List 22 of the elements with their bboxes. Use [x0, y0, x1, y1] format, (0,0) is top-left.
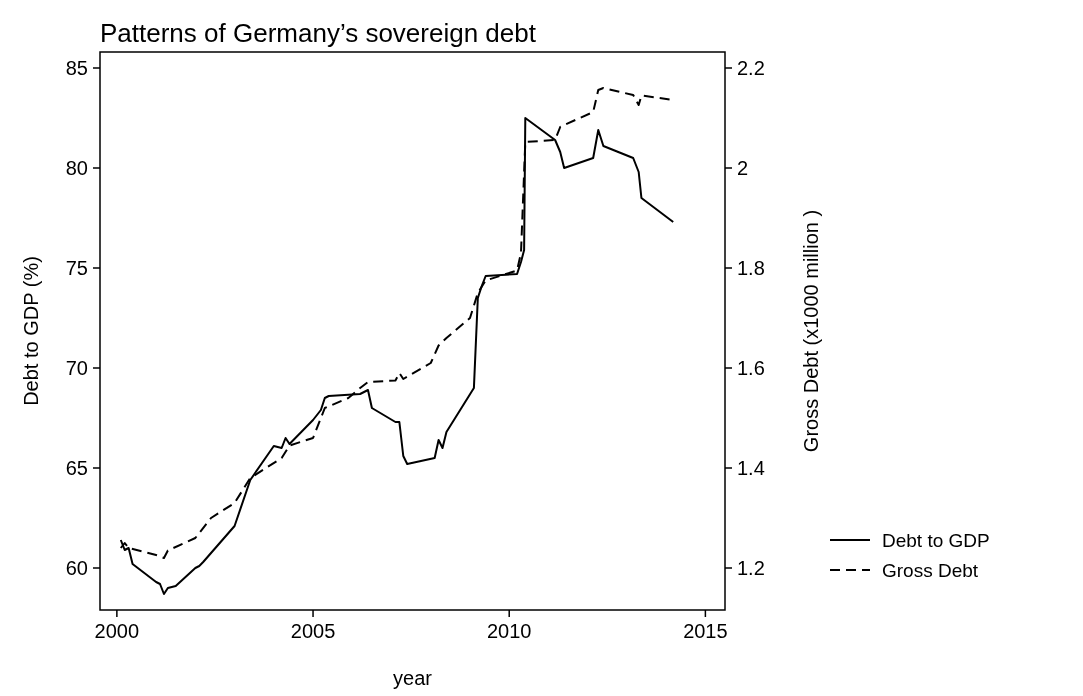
- x-tick-label: 2010: [486, 620, 532, 642]
- y2-tick-label: 2.2: [737, 57, 765, 79]
- y2-tick-label: 2: [737, 157, 749, 179]
- y2-tick-label: 1.2: [737, 557, 765, 579]
- x-tick-label: 2015: [683, 620, 728, 642]
- y2-tick-label: 1.6: [737, 357, 765, 379]
- x-axis-title: year: [393, 667, 433, 689]
- y2-tick-label: 1.8: [737, 257, 765, 279]
- y2-axis-title: Gross Debt (x1000 million ): [800, 209, 822, 453]
- legend-label: Gross Debt: [882, 559, 979, 581]
- y-axis-title: Debt to GDP (%): [20, 256, 42, 406]
- y-tick-label: 70: [65, 357, 88, 379]
- y-tick-label: 85: [65, 57, 88, 79]
- y-tick-label: 80: [65, 157, 88, 179]
- x-tick-label: 2005: [290, 620, 336, 642]
- y-tick-label: 60: [65, 557, 88, 579]
- y-tick-label: 75: [65, 257, 88, 279]
- x-tick-label: 2000: [94, 620, 140, 642]
- y-tick-label: 65: [65, 457, 88, 479]
- y2-tick-label: 1.4: [737, 457, 765, 479]
- legend-label: Debt to GDP: [882, 529, 990, 551]
- chart-title: Patterns of Germany’s sovereign debt: [100, 18, 537, 48]
